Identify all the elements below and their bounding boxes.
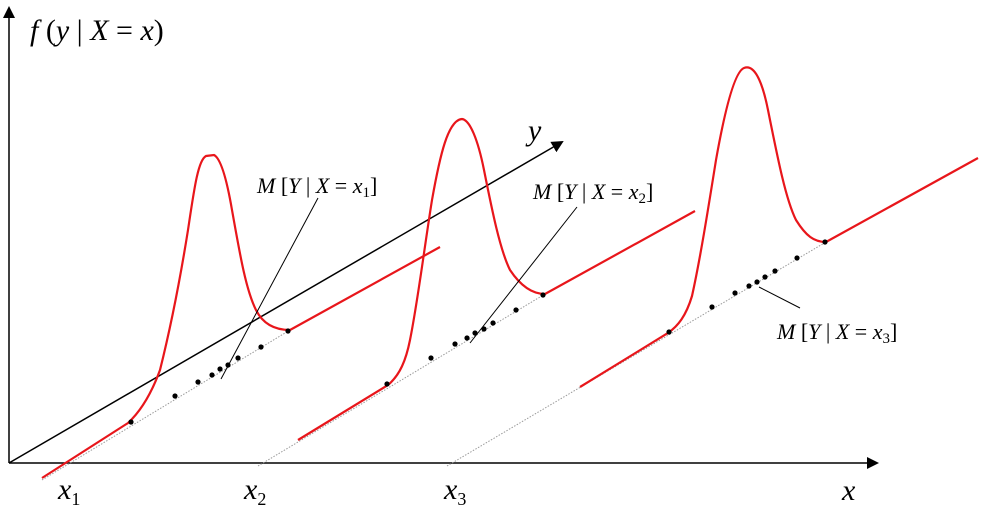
leader-line-x1 [220, 197, 319, 380]
depth-axis-y [8, 140, 564, 464]
points-x1 [128, 328, 291, 425]
baseline-x1 [41, 329, 291, 481]
points-x3 [666, 239, 828, 335]
density-curve-x2 [297, 117, 696, 441]
annotation-mean-x2: M [Y | X = x2] [532, 179, 653, 207]
x-tick-label-3: x3 [443, 473, 466, 509]
baseline-x2 [257, 293, 546, 467]
depth-axis-label: y [525, 114, 542, 147]
vertical-axis-label: f (y | X = x) [30, 14, 164, 47]
x-tick-label-2: x2 [243, 473, 266, 509]
leader-line-x2 [469, 206, 578, 344]
annotation-mean-x1: M [Y | X = x1] [256, 173, 377, 201]
density-curve-x3 [579, 66, 979, 388]
leader-line-x3 [758, 286, 801, 309]
density-curve-x1 [41, 153, 441, 479]
baseline-x3 [446, 241, 827, 467]
horizontal-axis-label: x [841, 474, 856, 507]
x-tick-label-1: x1 [57, 473, 80, 509]
points-x2 [384, 292, 546, 387]
annotation-mean-x3: M [Y | X = x3] [776, 319, 897, 347]
